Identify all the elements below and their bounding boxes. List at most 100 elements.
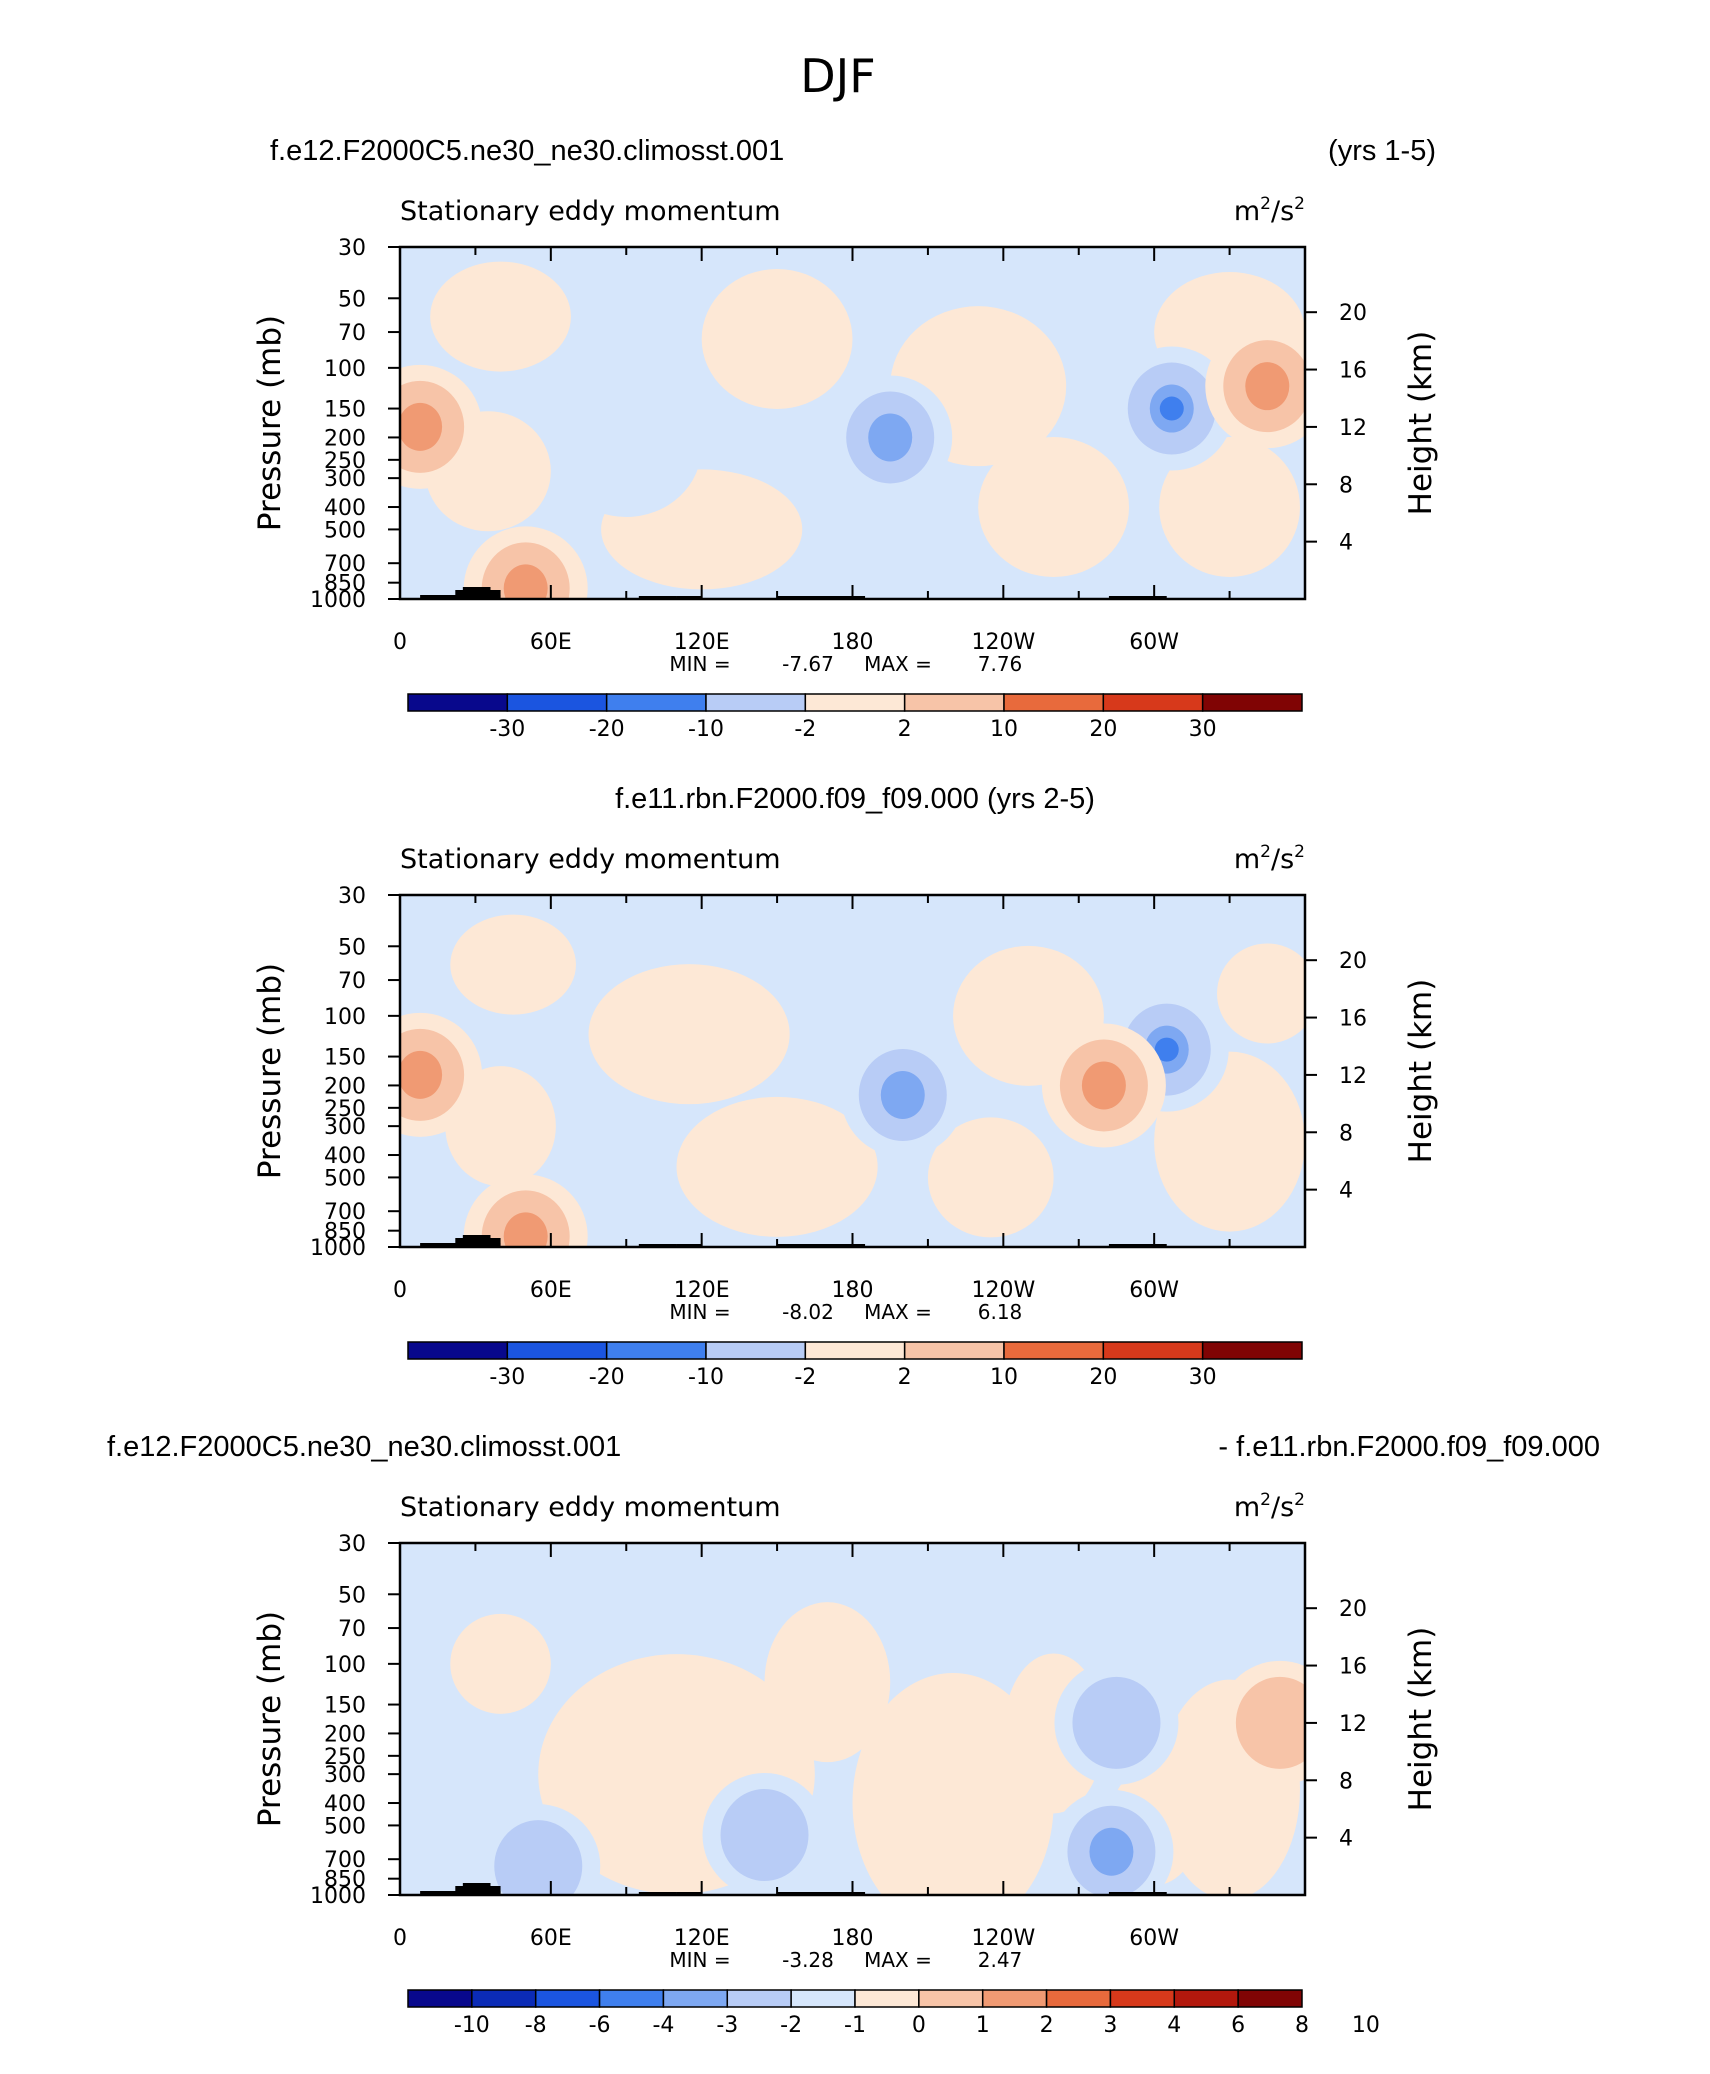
colorbar-label: -30 xyxy=(489,1365,525,1390)
colorbar-box xyxy=(981,1989,1048,2008)
y-tick-label: 700 xyxy=(324,552,366,577)
colorbar-label: 30 xyxy=(1189,717,1217,742)
terrain xyxy=(777,596,866,599)
colorbar-box xyxy=(407,693,509,712)
colorbar: -10 -8 -6 -4 -3 -2 -1 0 1 2 3 4 6 8 10 xyxy=(407,1989,1380,2038)
colorbar-box xyxy=(790,1989,856,2008)
colorbar-label: -30 xyxy=(489,717,525,742)
colorbar-label: -4 xyxy=(652,2013,674,2038)
y-tick-label: 1000 xyxy=(310,1884,366,1909)
colorbar-label: -3 xyxy=(716,2013,738,2038)
terrain xyxy=(462,1883,491,1895)
contour-feature-mid xyxy=(720,1788,809,1881)
colorbar-box xyxy=(1003,1341,1105,1360)
colorbar-box xyxy=(1102,693,1204,712)
y-tick-label: 150 xyxy=(324,398,366,423)
terrain xyxy=(777,1892,866,1895)
terrain xyxy=(1108,596,1167,599)
contour-region xyxy=(764,1602,891,1763)
colorbar-label: -8 xyxy=(525,2013,547,2038)
y-tick-label: 70 xyxy=(338,321,366,346)
terrain xyxy=(777,1244,866,1247)
panel-2: f.e11.rbn.F2000.f09_f09.000 (yrs 2-5) Sta… xyxy=(252,783,1439,1390)
y-tick-label: 1000 xyxy=(310,588,366,613)
x-tick-label: 0 xyxy=(393,1278,407,1303)
y2-tick-label: 16 xyxy=(1339,359,1367,384)
y2-axis-label: Height (km) xyxy=(1403,1627,1439,1812)
x-tick-label: 180 xyxy=(832,1926,874,1951)
colorbar-box xyxy=(705,693,807,712)
colorbar-label: 4 xyxy=(1167,2013,1181,2038)
panel-left-title: f.e12.F2000C5.ne30_ne30.climosst.001 xyxy=(270,135,784,167)
y-tick-label: 50 xyxy=(338,287,366,312)
contour-feature-core xyxy=(400,402,443,451)
colorbar-label: -20 xyxy=(589,717,625,742)
colorbar-label: -1 xyxy=(844,2013,866,2038)
colorbar-box xyxy=(534,1989,601,2008)
min-value: -7.67 xyxy=(782,652,834,676)
x-tick-label: 180 xyxy=(832,1278,874,1303)
colorbar-label: 8 xyxy=(1295,2013,1309,2038)
x-tick-label: 0 xyxy=(393,1926,407,1951)
variable-label: Stationary eddy momentum xyxy=(400,196,781,227)
colorbar-box xyxy=(471,1989,537,2008)
y-tick-label: 250 xyxy=(324,1745,366,1770)
y-tick-label: 850 xyxy=(324,572,366,597)
colorbar-label: 0 xyxy=(912,2013,926,2038)
terrain xyxy=(676,1244,702,1247)
terrain xyxy=(1108,1244,1167,1247)
colorbar-label: -10 xyxy=(454,2013,490,2038)
colorbar: -30 -20 -10 -2 2 10 20 30 xyxy=(407,693,1303,742)
contour-region xyxy=(927,1117,1054,1238)
colorbar-box xyxy=(1109,1989,1176,2008)
contour-feature-core xyxy=(880,1071,925,1120)
y2-tick-label: 4 xyxy=(1339,1179,1353,1204)
panel-1: f.e12.F2000C5.ne30_ne30.climosst.001 (yrs… xyxy=(252,135,1439,742)
colorbar-label: -2 xyxy=(794,717,816,742)
colorbar-label: 20 xyxy=(1089,1365,1117,1390)
y-tick-label: 500 xyxy=(324,1166,366,1191)
colorbar-label: 10 xyxy=(990,1365,1018,1390)
min-label: MIN = xyxy=(669,652,730,676)
colorbar-box xyxy=(598,1989,665,2008)
terrain xyxy=(462,587,491,599)
units-label: m2/s2 xyxy=(1234,1490,1305,1523)
x-tick-label: 60E xyxy=(530,630,572,655)
colorbar-box xyxy=(506,1341,608,1360)
y-axis-label: Pressure (mb) xyxy=(252,963,288,1179)
min-label: MIN = xyxy=(669,1948,730,1972)
y2-tick-label: 4 xyxy=(1339,531,1353,556)
x-tick-label: 120E xyxy=(674,630,730,655)
max-label: MAX = xyxy=(864,652,932,676)
contour-region xyxy=(978,437,1130,578)
colorbar-label: 10 xyxy=(1352,2013,1380,2038)
colorbar-box xyxy=(918,1989,984,2008)
y-axis-label: Pressure (mb) xyxy=(252,315,288,531)
colorbar-box xyxy=(1102,1341,1204,1360)
y-tick-label: 300 xyxy=(324,1763,366,1788)
x-tick-label: 60W xyxy=(1129,1278,1179,1303)
contour-region xyxy=(1217,943,1305,1044)
contour-feature-peak xyxy=(1154,1037,1179,1062)
contour-feature-mid xyxy=(1072,1676,1161,1769)
panel-right-title: (yrs 1-5) xyxy=(1328,135,1436,167)
contour-region xyxy=(450,1613,551,1714)
x-tick-label: 60E xyxy=(530,1278,572,1303)
colorbar-box xyxy=(1003,693,1105,712)
figure-title: DJF xyxy=(800,49,875,103)
panels: f.e12.F2000C5.ne30_ne30.climosst.001 (yrs… xyxy=(107,135,1600,2038)
colorbar-box xyxy=(662,1989,729,2008)
colorbar-box xyxy=(854,1989,920,2008)
colorbar-box xyxy=(407,1989,473,2008)
contour-feature-core xyxy=(1081,1061,1126,1110)
terrain xyxy=(676,1892,702,1895)
max-value: 2.47 xyxy=(978,1948,1023,1972)
colorbar-label: -20 xyxy=(589,1365,625,1390)
y2-tick-label: 12 xyxy=(1339,1064,1367,1089)
colorbar-label: 10 xyxy=(990,717,1018,742)
contour-region xyxy=(588,964,790,1105)
colorbar-label: -2 xyxy=(794,1365,816,1390)
colorbar-label: 3 xyxy=(1103,2013,1117,2038)
y2-tick-label: 8 xyxy=(1339,1769,1353,1794)
y2-tick-label: 20 xyxy=(1339,1597,1367,1622)
